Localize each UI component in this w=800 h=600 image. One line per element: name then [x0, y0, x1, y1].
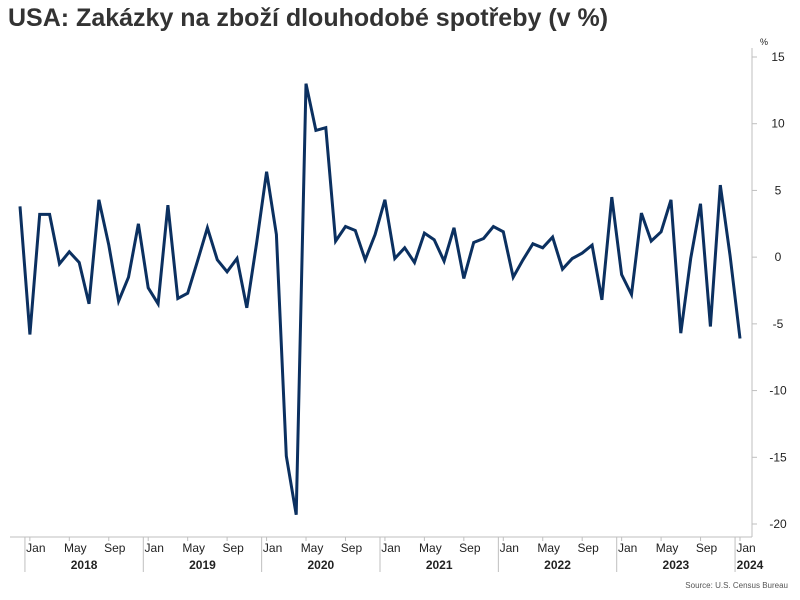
year-label: 2024: [737, 558, 764, 572]
y-tick-label: 15: [771, 50, 785, 64]
series-layer: [18, 83, 742, 515]
x-tick-label: Sep: [222, 541, 244, 555]
year-label: 2021: [426, 558, 453, 572]
x-tick-label: Sep: [459, 541, 481, 555]
x-tick-label: Sep: [696, 541, 718, 555]
x-tick-label: Jan: [381, 541, 400, 555]
x-tick-label: Sep: [104, 541, 126, 555]
x-tick-label: Sep: [341, 541, 363, 555]
x-tick-label: Sep: [578, 541, 600, 555]
year-label: 2018: [71, 558, 98, 572]
y-tick-label: -15: [769, 450, 787, 464]
x-tick-label: May: [419, 541, 442, 555]
year-label: 2022: [544, 558, 571, 572]
source-note: Source: U.S. Census Bureau: [685, 581, 788, 590]
x-axis: Jan May Sep Jan May Sep Jan May Sep Jan May Sep Jan M…: [10, 536, 764, 572]
x-tick-label: May: [64, 541, 87, 555]
x-tick-label: Jan: [26, 541, 45, 555]
y-tick-label: -5: [773, 317, 784, 331]
chart-title: USA: Zakázky na zboží dlouhodobé spotřeb…: [8, 4, 609, 32]
x-tick-label: May: [656, 541, 679, 555]
year-label: 2019: [189, 558, 216, 572]
x-tick-label: Jan: [736, 541, 755, 555]
y-tick-label: 10: [771, 117, 785, 131]
x-tick-label: Jan: [500, 541, 519, 555]
y-unit-label: %: [760, 37, 768, 47]
x-tick-label: Jan: [145, 541, 164, 555]
x-tick-label: Jan: [618, 541, 637, 555]
y-tick-label: -10: [769, 384, 787, 398]
year-label: 2023: [663, 558, 690, 572]
x-tick-label: Jan: [263, 541, 282, 555]
y-axis: %15 10 5 0 -5 -10 -15 -20: [751, 37, 787, 537]
series-line: [18, 83, 742, 515]
y-tick-label: 0: [775, 250, 782, 264]
x-tick-label: May: [537, 541, 560, 555]
y-tick-label: 5: [775, 183, 782, 197]
x-tick-label: May: [182, 541, 205, 555]
year-label: 2020: [307, 558, 334, 572]
y-tick-label: -20: [769, 517, 787, 531]
x-tick-label: May: [301, 541, 324, 555]
